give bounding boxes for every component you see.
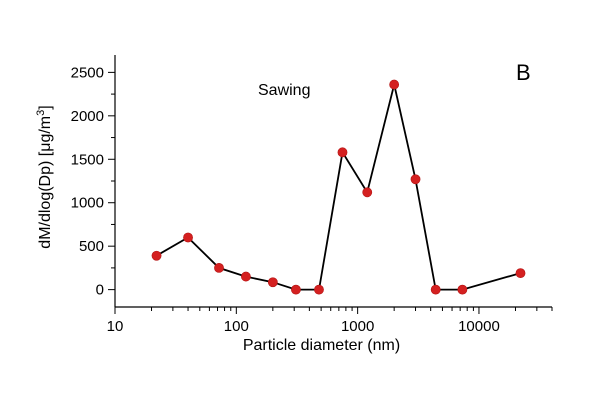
data-point xyxy=(183,232,193,243)
x-tick-label: 10000 xyxy=(458,318,500,335)
y-tick-label: 2500 xyxy=(71,64,104,81)
y-axis-title-superscript: 3 xyxy=(35,110,47,116)
x-axis-title: Particle diameter (nm) xyxy=(243,337,400,354)
data-point xyxy=(362,187,373,198)
x-axis-ticks: 10 100 1000 10000 xyxy=(107,307,553,335)
data-point xyxy=(515,268,526,279)
y-axis-title-main: dM/dlog(Dp) [μg/m xyxy=(37,116,54,249)
series xyxy=(151,79,526,295)
data-point xyxy=(151,250,162,261)
data-point xyxy=(457,284,468,295)
data-point xyxy=(291,284,301,295)
y-tick-label: 1000 xyxy=(71,195,104,212)
data-point xyxy=(337,147,348,158)
x-tick-label: 1000 xyxy=(341,318,374,335)
data-point xyxy=(410,174,421,185)
data-point xyxy=(389,79,400,90)
data-point xyxy=(430,284,441,295)
data-point xyxy=(267,277,278,288)
panel-label: B xyxy=(516,60,531,85)
y-axis-title: dM/dlog(Dp) [μg/m3] xyxy=(35,105,54,248)
y-tick-label: 500 xyxy=(79,238,104,255)
data-point xyxy=(241,271,251,282)
x-tick-label: 10 xyxy=(107,318,124,335)
annotation-sawing: Sawing xyxy=(258,82,310,99)
y-tick-label: 0 xyxy=(96,282,104,299)
y-tick-label: 2000 xyxy=(71,108,104,125)
series-line xyxy=(156,84,521,291)
data-point xyxy=(314,284,324,295)
axes xyxy=(114,55,552,308)
data-point xyxy=(214,262,224,273)
y-tick-label: 1500 xyxy=(71,151,104,168)
y-axis-ticks: 0 500 1000 1500 2000 2500 xyxy=(71,64,115,299)
y-axis-title-end: ] xyxy=(37,105,54,109)
x-tick-label: 100 xyxy=(224,318,249,335)
